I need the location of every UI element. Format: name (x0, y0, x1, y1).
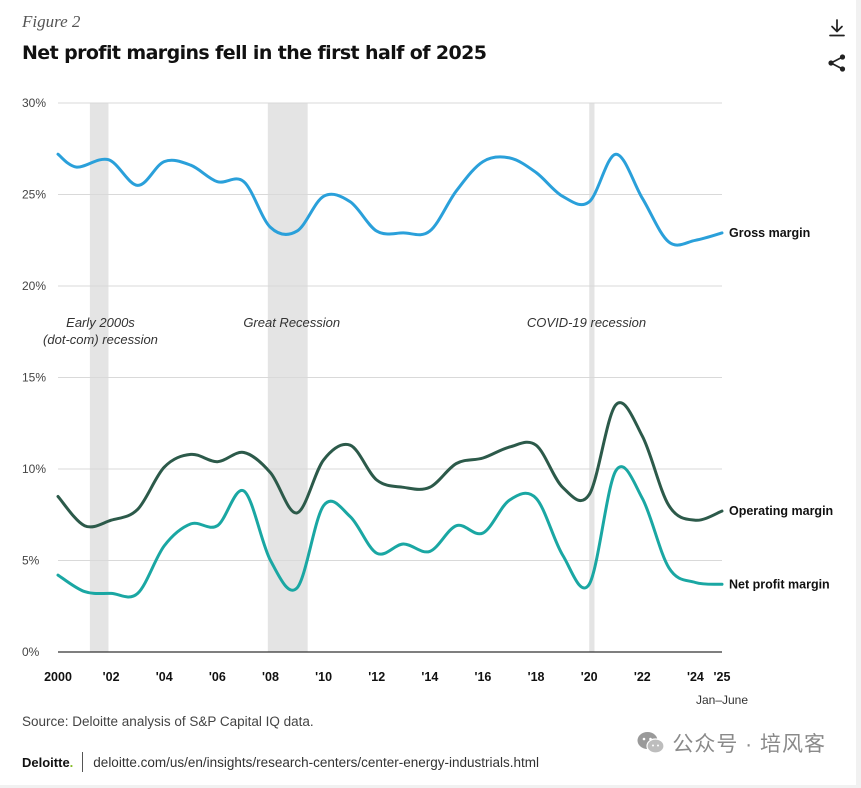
x-tick-label-4: '08 (262, 670, 279, 684)
x-tick-label-8: '16 (475, 670, 492, 684)
x-tick-label-5: '10 (315, 670, 332, 684)
net-profit-margin-label: Net profit margin (729, 577, 830, 591)
footer-link[interactable]: deloitte.com/us/en/insights/research-cen… (93, 754, 539, 770)
y-tick-label-3: 15% (22, 371, 46, 385)
deloitte-logo: Deloitte. (22, 754, 74, 770)
y-tick-label-1: 5% (22, 554, 40, 568)
gross-margin-line (56, 152, 724, 247)
x-tick-label-1: '02 (103, 670, 120, 684)
x-tick-label-12: '24 (687, 670, 704, 684)
x-tick-label-6: '12 (368, 670, 385, 684)
line-chart: 0% 5% 10% 15% 20% 25% 30% 2000 '02 '04 '06 '08 '10 '1… (22, 96, 833, 707)
recession-label-line: (dot-com) recession (43, 332, 158, 347)
operating-margin-label: Operating margin (729, 504, 833, 518)
recession-label-line: COVID-19 recession (527, 315, 646, 330)
operating-margin-line (56, 401, 724, 529)
y-tick-label-2: 10% (22, 462, 46, 476)
footer: Deloitte. deloitte.com/us/en/insights/re… (22, 752, 539, 772)
footer-divider (82, 752, 84, 772)
gross-margin-label: Gross margin (729, 226, 810, 240)
x-note-label: Jan–June (696, 693, 748, 707)
x-tick-label-13: '25 (714, 670, 731, 684)
source-note: Source: Deloitte analysis of S&P Capital… (22, 714, 314, 729)
x-tick-label-0: 2000 (44, 670, 72, 684)
share-icon (828, 54, 846, 72)
chart-title: Net profit margins fell in the first hal… (22, 42, 487, 64)
net-profit-margin-line (56, 465, 724, 599)
watermark: 公众号 · 培风客 (636, 728, 826, 758)
y-tick-label-4: 20% (22, 279, 46, 293)
recession-label-1: Great Recession (243, 315, 340, 330)
y-tick-label-0: 0% (22, 645, 40, 659)
download-button[interactable] (826, 17, 848, 39)
wechat-icon (637, 732, 665, 754)
recession-label-0: Early 2000s (dot-com) recession (43, 315, 158, 347)
x-tick-label-3: '06 (209, 670, 226, 684)
x-tick-label-7: '14 (421, 670, 438, 684)
recession-label-line: Early 2000s (66, 315, 135, 330)
x-tick-label-9: '18 (528, 670, 545, 684)
y-tick-label-5: 25% (22, 188, 46, 202)
recession-label-2: COVID-19 recession (527, 315, 646, 330)
recession-label-line: Great Recession (243, 315, 340, 330)
x-tick-label-2: '04 (156, 670, 173, 684)
figure-label: Figure 2 (22, 12, 81, 31)
x-tick-label-11: '22 (634, 670, 651, 684)
x-tick-label-10: '20 (581, 670, 598, 684)
share-button[interactable] (826, 52, 848, 74)
y-tick-label-6: 30% (22, 96, 46, 110)
watermark-text: 公众号 · 培风客 (672, 733, 826, 756)
download-icon (829, 19, 845, 37)
